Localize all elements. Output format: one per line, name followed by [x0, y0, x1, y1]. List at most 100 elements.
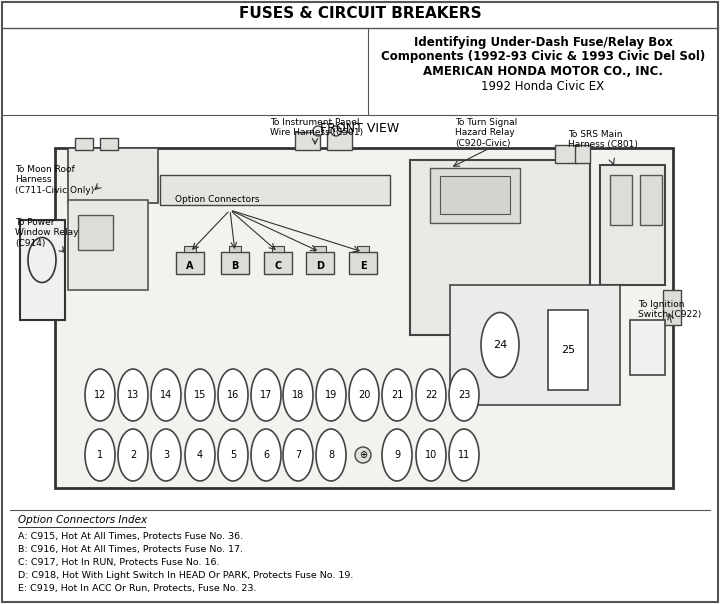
Bar [430, 168, 520, 223]
Ellipse shape [85, 429, 115, 481]
Ellipse shape [449, 369, 479, 421]
Text: To SRS Main
Harness (C801): To SRS Main Harness (C801) [568, 130, 638, 149]
Bar [75, 138, 93, 150]
Text: To Power
Window Relay
(C914): To Power Window Relay (C914) [15, 218, 78, 248]
Ellipse shape [151, 369, 181, 421]
Ellipse shape [185, 369, 215, 421]
Text: Components (1992-93 Civic & 1993 Civic Del Sol): Components (1992-93 Civic & 1993 Civic D… [381, 50, 705, 63]
Text: 18: 18 [292, 390, 304, 400]
Circle shape [355, 447, 371, 463]
Bar [600, 165, 665, 285]
Bar [160, 175, 390, 205]
Bar [410, 160, 590, 335]
Text: C: C [274, 261, 282, 271]
Text: Option Connectors Index: Option Connectors Index [18, 515, 147, 525]
Bar [327, 132, 352, 150]
Bar [295, 132, 320, 150]
Ellipse shape [85, 369, 115, 421]
Bar [68, 200, 148, 290]
Text: 17: 17 [260, 390, 272, 400]
Text: 10: 10 [425, 450, 437, 460]
Text: B: C916, Hot At All Times, Protects Fuse No. 17.: B: C916, Hot At All Times, Protects Fuse… [18, 545, 243, 554]
Bar [55, 148, 673, 488]
Text: 11: 11 [458, 450, 470, 460]
Bar [20, 220, 65, 320]
Ellipse shape [416, 369, 446, 421]
Ellipse shape [349, 369, 379, 421]
Text: 12: 12 [94, 390, 106, 400]
Bar [306, 252, 334, 274]
Text: 21: 21 [391, 390, 403, 400]
Ellipse shape [118, 429, 148, 481]
Text: AMERICAN HONDA MOTOR CO., INC.: AMERICAN HONDA MOTOR CO., INC. [423, 65, 663, 78]
Bar [610, 175, 632, 225]
Bar [575, 145, 590, 163]
Ellipse shape [382, 429, 412, 481]
Text: E: C919, Hot In ACC Or Run, Protects, Fuse No. 23.: E: C919, Hot In ACC Or Run, Protects, Fu… [18, 584, 256, 593]
Ellipse shape [481, 312, 519, 378]
Text: Option Connectors: Option Connectors [175, 195, 259, 204]
Text: To Turn Signal
Hazard Relay
(C920-Civic): To Turn Signal Hazard Relay (C920-Civic) [455, 118, 517, 148]
Ellipse shape [28, 237, 56, 283]
Text: B: B [231, 261, 239, 271]
Ellipse shape [185, 429, 215, 481]
Bar [450, 285, 620, 405]
Text: 24: 24 [493, 340, 507, 350]
Text: 23: 23 [458, 390, 470, 400]
Text: D: D [316, 261, 324, 271]
Ellipse shape [218, 429, 248, 481]
Text: 25: 25 [561, 345, 575, 355]
Bar [221, 252, 249, 274]
Text: 1992 Honda Civic EX: 1992 Honda Civic EX [482, 80, 605, 93]
Text: 9: 9 [394, 450, 400, 460]
Text: To Ignition
Switch (C922): To Ignition Switch (C922) [638, 300, 701, 320]
Text: 2: 2 [130, 450, 136, 460]
Bar [440, 176, 510, 214]
Text: 4: 4 [197, 450, 203, 460]
Text: 16: 16 [227, 390, 239, 400]
Bar [314, 246, 326, 252]
Bar [272, 246, 284, 252]
Text: Identifying Under-Dash Fuse/Relay Box: Identifying Under-Dash Fuse/Relay Box [413, 36, 672, 49]
Ellipse shape [118, 369, 148, 421]
Text: FRONT VIEW: FRONT VIEW [320, 122, 400, 135]
Bar [663, 290, 681, 325]
Bar [640, 175, 662, 225]
Bar [78, 215, 113, 250]
Text: FUSES & CIRCUIT BREAKERS: FUSES & CIRCUIT BREAKERS [239, 7, 481, 22]
Ellipse shape [416, 429, 446, 481]
Text: 1: 1 [97, 450, 103, 460]
Circle shape [313, 126, 323, 136]
Ellipse shape [382, 369, 412, 421]
Bar [630, 320, 665, 375]
Text: ⊕: ⊕ [359, 450, 367, 460]
Text: 5: 5 [230, 450, 236, 460]
Text: C: C917, Hot In RUN, Protects Fuse No. 16.: C: C917, Hot In RUN, Protects Fuse No. 1… [18, 558, 220, 567]
Ellipse shape [316, 429, 346, 481]
Text: To Moon Roof
Harness
(C711-Civic Only): To Moon Roof Harness (C711-Civic Only) [15, 165, 94, 195]
Bar [184, 246, 196, 252]
Ellipse shape [283, 429, 313, 481]
Ellipse shape [283, 369, 313, 421]
Ellipse shape [251, 369, 281, 421]
Text: 14: 14 [160, 390, 172, 400]
Ellipse shape [218, 369, 248, 421]
Bar [229, 246, 241, 252]
Text: 20: 20 [358, 390, 370, 400]
Text: 15: 15 [194, 390, 206, 400]
Ellipse shape [316, 369, 346, 421]
Bar [68, 148, 158, 203]
Bar [548, 310, 588, 390]
Bar [555, 145, 577, 163]
Circle shape [331, 126, 341, 136]
Bar [349, 252, 377, 274]
Text: D: C918, Hot With Light Switch In HEAD Or PARK, Protects Fuse No. 19.: D: C918, Hot With Light Switch In HEAD O… [18, 571, 354, 580]
Text: 8: 8 [328, 450, 334, 460]
Text: 7: 7 [295, 450, 301, 460]
Text: 13: 13 [127, 390, 139, 400]
Text: 22: 22 [425, 390, 437, 400]
Text: A: C915, Hot At All Times, Protects Fuse No. 36.: A: C915, Hot At All Times, Protects Fuse… [18, 532, 243, 541]
Ellipse shape [251, 429, 281, 481]
Text: To Instrument Panel
Wire Harness (C501): To Instrument Panel Wire Harness (C501) [270, 118, 363, 137]
Bar [357, 246, 369, 252]
